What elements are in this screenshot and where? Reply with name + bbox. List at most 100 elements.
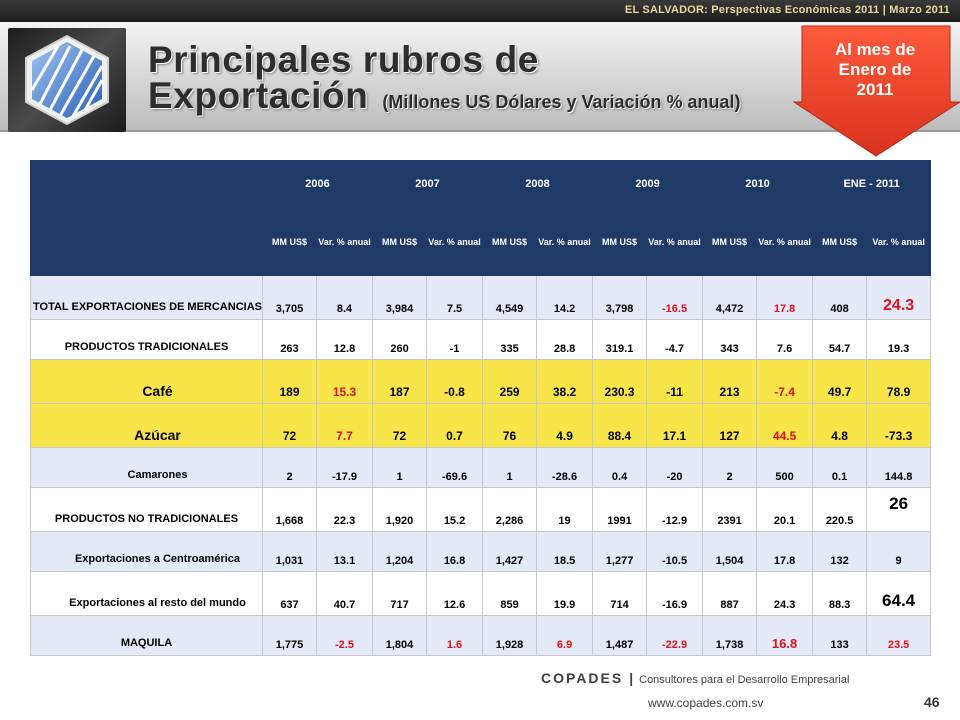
table-row: MAQUILA 1,775 -2.5 1,804 1.6 1,928 6.9 1… <box>30 615 932 656</box>
table-cell: 3,798 <box>592 275 648 320</box>
table-cell: 230.3 <box>592 359 648 404</box>
copades-logo <box>8 28 126 132</box>
row-label: Azúcar <box>30 403 263 448</box>
row-label: TOTAL EXPORTACIONES DE MERCANCIAS <box>30 275 263 320</box>
table-cell: 319.1 <box>592 319 648 360</box>
row-label: PRODUCTOS NO TRADICIONALES <box>30 487 263 532</box>
table-cell: 1991 <box>592 487 648 532</box>
row-label: MAQUILA <box>30 615 263 656</box>
table-cell: -11 <box>646 359 704 404</box>
row-label: Café <box>30 359 263 404</box>
table-cell: 17.8 <box>756 275 814 320</box>
table-cell: -20 <box>646 447 704 488</box>
table-cell: 0.7 <box>426 403 484 448</box>
table-cell: -10.5 <box>646 531 704 572</box>
table-cell: -28.6 <box>536 447 594 488</box>
table-cell: 12.8 <box>315 319 374 360</box>
table-cell: 127 <box>702 403 758 448</box>
table-cell: 3,705 <box>262 275 317 320</box>
table-cell: 144.8 <box>866 447 932 488</box>
date-badge: Al mes de Enero de 2011 <box>800 40 950 100</box>
table-cell: 2391 <box>702 487 758 532</box>
table-cell: -0.8 <box>426 359 484 404</box>
table-cell: 16.8 <box>756 615 814 656</box>
table-cell: 54.7 <box>812 319 868 360</box>
table-cell: 12.6 <box>426 571 484 616</box>
table-cell: 44.5 <box>756 403 814 448</box>
table-row: PRODUCTOS NO TRADICIONALES 1,668 22.3 1,… <box>30 487 932 532</box>
subheader-row: MM US$ Var. % anual MM US$ Var. % anual … <box>30 207 932 276</box>
table-row: Exportaciones al resto del mundo 637 40.… <box>30 571 932 616</box>
col-mm-header: MM US$ <box>702 207 758 276</box>
table-cell: 263 <box>262 319 317 360</box>
table-cell: 14.2 <box>536 275 594 320</box>
table-cell: -16.9 <box>646 571 704 616</box>
table-cell: -4.7 <box>646 319 704 360</box>
table-cell: 260 <box>372 319 428 360</box>
table-cell: 49.7 <box>812 359 868 404</box>
table-cell: 9 <box>866 531 932 572</box>
table-cell: 714 <box>592 571 648 616</box>
table-cell: 1,804 <box>372 615 428 656</box>
col-mm-header: MM US$ <box>812 207 868 276</box>
table-cell: 23.5 <box>866 615 932 656</box>
table-cell: 72 <box>372 403 428 448</box>
col-var-header: Var. % anual <box>426 207 484 276</box>
table-cell: 259 <box>482 359 538 404</box>
table-cell: 24.3 <box>756 571 814 616</box>
col-var-header: Var. % anual <box>866 207 932 276</box>
table-cell: 64.4 <box>866 571 932 616</box>
table-cell: 15.3 <box>315 359 374 404</box>
banner-text: EL SALVADOR: Perspectivas Económicas 201… <box>624 4 950 16</box>
table-cell: 637 <box>262 571 317 616</box>
table-cell: 1,427 <box>482 531 538 572</box>
col-mm-header: MM US$ <box>262 207 317 276</box>
table-cell: 133 <box>812 615 868 656</box>
brand-name: COPADES <box>541 670 624 686</box>
table-cell: 1,738 <box>702 615 758 656</box>
table-row: Exportaciones a Centroamérica 1,031 13.1… <box>30 531 932 572</box>
year-header: 2007 <box>372 160 484 208</box>
footer-brand: COPADES | Consultores para el Desarrollo E… <box>541 670 849 686</box>
table-cell: 343 <box>702 319 758 360</box>
header-blank <box>30 207 263 276</box>
table-cell: 1,504 <box>702 531 758 572</box>
title-line-2: Exportación <box>148 75 369 116</box>
table-cell: 38.2 <box>536 359 594 404</box>
title-line-1: Principales rubros de <box>148 39 539 80</box>
table-cell: -7.4 <box>756 359 814 404</box>
year-header: 2009 <box>592 160 704 208</box>
table-row: Azúcar 72 7.7 72 0.7 76 4.9 88.4 17.1 12… <box>30 403 932 448</box>
table-row: Café 189 15.3 187 -0.8 259 38.2 230.3 -1… <box>30 359 932 404</box>
table-cell: 717 <box>372 571 428 616</box>
table-cell: 1,668 <box>262 487 317 532</box>
table-cell: 17.1 <box>646 403 704 448</box>
year-header-row: 2006 2007 2008 2009 2010 ENE - 2011 <box>30 160 932 208</box>
col-var-header: Var. % anual <box>646 207 704 276</box>
table-cell: -17.9 <box>315 447 374 488</box>
badge-line-1: Al mes de <box>834 40 916 59</box>
year-header: ENE - 2011 <box>812 160 932 208</box>
col-var-header: Var. % anual <box>536 207 594 276</box>
table-cell: 2 <box>702 447 758 488</box>
col-mm-header: MM US$ <box>592 207 648 276</box>
table-cell: 2 <box>262 447 317 488</box>
table-cell: -1 <box>426 319 484 360</box>
table-cell: 13.1 <box>315 531 374 572</box>
table-cell: -73.3 <box>866 403 932 448</box>
table-cell: 500 <box>756 447 814 488</box>
red-arrow-icon <box>792 25 960 157</box>
col-mm-header: MM US$ <box>372 207 428 276</box>
table-cell: 0.4 <box>592 447 648 488</box>
table-cell: 2,286 <box>482 487 538 532</box>
table-cell: 859 <box>482 571 538 616</box>
table-cell: 8.4 <box>315 275 374 320</box>
table-cell: 1.6 <box>426 615 484 656</box>
table-cell: 19 <box>536 487 594 532</box>
col-var-header: Var. % anual <box>756 207 814 276</box>
row-label: Exportaciones al resto del mundo <box>30 571 263 616</box>
table-row: PRODUCTOS TRADICIONALES 263 12.8 260 -1 … <box>30 319 932 360</box>
page-title: Principales rubros de Exportación (Millon… <box>148 39 741 120</box>
table-cell: 17.8 <box>756 531 814 572</box>
table-cell: -22.9 <box>646 615 704 656</box>
